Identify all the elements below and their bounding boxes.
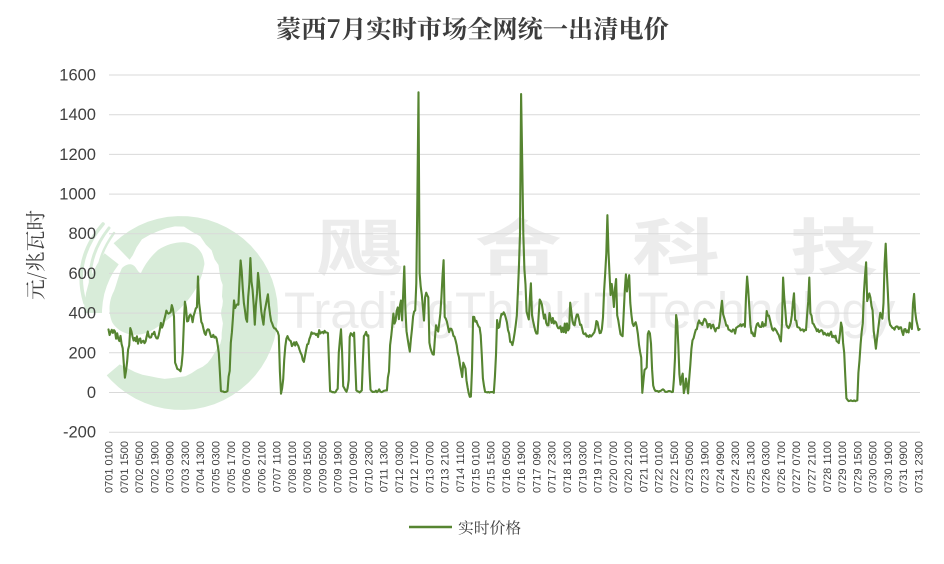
svg-text:0706 2100: 0706 2100: [256, 441, 268, 493]
svg-text:0701 1500: 0701 1500: [119, 441, 131, 493]
svg-text:0730 1900: 0730 1900: [883, 441, 895, 493]
svg-text:0708 0100: 0708 0100: [287, 441, 299, 493]
svg-text:0730 0500: 0730 0500: [868, 441, 880, 493]
svg-text:0710 2300: 0710 2300: [363, 441, 375, 493]
svg-text:0727 0700: 0727 0700: [791, 441, 803, 493]
svg-text:0706 0700: 0706 0700: [241, 441, 253, 493]
svg-text:1000: 1000: [59, 186, 96, 204]
svg-text:0719 0300: 0719 0300: [577, 441, 589, 493]
svg-text:0719 1700: 0719 1700: [593, 441, 605, 493]
svg-text:0702 0500: 0702 0500: [134, 441, 146, 493]
svg-text:0714 1100: 0714 1100: [455, 441, 467, 492]
svg-text:0725 1300: 0725 1300: [745, 441, 757, 493]
svg-text:0726 0300: 0726 0300: [761, 441, 773, 493]
svg-text:0712 0300: 0712 0300: [394, 441, 406, 493]
svg-text:0726 1700: 0726 1700: [776, 441, 788, 493]
svg-text:1400: 1400: [59, 106, 96, 124]
svg-text:0717 2300: 0717 2300: [547, 441, 559, 493]
svg-text:0709 0500: 0709 0500: [318, 441, 330, 493]
svg-text:0: 0: [87, 384, 96, 402]
svg-text:0731 2300: 0731 2300: [914, 441, 926, 493]
svg-text:0727 2100: 0727 2100: [807, 441, 819, 493]
svg-text:0716 0500: 0716 0500: [501, 441, 513, 493]
svg-text:0709 1900: 0709 1900: [333, 441, 345, 493]
svg-text:0723 1900: 0723 1900: [700, 441, 712, 493]
svg-text:0717 0900: 0717 0900: [531, 441, 543, 493]
svg-text:0704 1300: 0704 1300: [195, 441, 207, 493]
svg-text:0724 2300: 0724 2300: [730, 441, 742, 493]
svg-text:0716 1900: 0716 1900: [516, 441, 528, 493]
svg-text:0701 0100: 0701 0100: [104, 441, 116, 493]
svg-text:0723 0500: 0723 0500: [684, 441, 696, 493]
svg-text:0731 0900: 0731 0900: [898, 441, 910, 493]
svg-text:0729 0100: 0729 0100: [837, 441, 849, 493]
svg-text:1200: 1200: [59, 146, 96, 164]
svg-text:0718 1300: 0718 1300: [562, 441, 574, 493]
svg-text:0720 2100: 0720 2100: [623, 441, 635, 493]
svg-text:0705 1700: 0705 1700: [226, 441, 238, 493]
svg-text:0703 0900: 0703 0900: [165, 441, 177, 493]
svg-text:200: 200: [68, 344, 96, 362]
svg-text:0721 1100: 0721 1100: [638, 441, 650, 492]
svg-text:0720 0700: 0720 0700: [608, 441, 620, 493]
svg-text:0713 2100: 0713 2100: [440, 441, 452, 493]
svg-text:0728 1100: 0728 1100: [822, 441, 834, 492]
svg-text:0729 1500: 0729 1500: [852, 441, 864, 493]
svg-text:0712 1700: 0712 1700: [409, 441, 421, 493]
svg-text:-200: -200: [63, 424, 96, 442]
svg-text:0711 1300: 0711 1300: [379, 441, 391, 492]
svg-text:0722 1500: 0722 1500: [669, 441, 681, 493]
svg-text:0707 1100: 0707 1100: [272, 441, 284, 492]
svg-text:0705 0300: 0705 0300: [211, 441, 223, 493]
svg-text:0724 0900: 0724 0900: [715, 441, 727, 493]
svg-text:0710 0900: 0710 0900: [348, 441, 360, 493]
svg-text:0703 2300: 0703 2300: [180, 441, 192, 493]
svg-text:600: 600: [68, 265, 96, 283]
svg-text:0715 1500: 0715 1500: [486, 441, 498, 493]
svg-text:0715 0100: 0715 0100: [470, 441, 482, 493]
svg-text:800: 800: [68, 225, 96, 243]
svg-text:1600: 1600: [59, 67, 96, 85]
svg-text:0708 1500: 0708 1500: [302, 441, 314, 493]
svg-text:0713 0700: 0713 0700: [424, 441, 436, 493]
svg-text:400: 400: [68, 305, 96, 323]
svg-text:0722 0100: 0722 0100: [654, 441, 666, 493]
svg-text:0702 1900: 0702 1900: [149, 441, 161, 493]
